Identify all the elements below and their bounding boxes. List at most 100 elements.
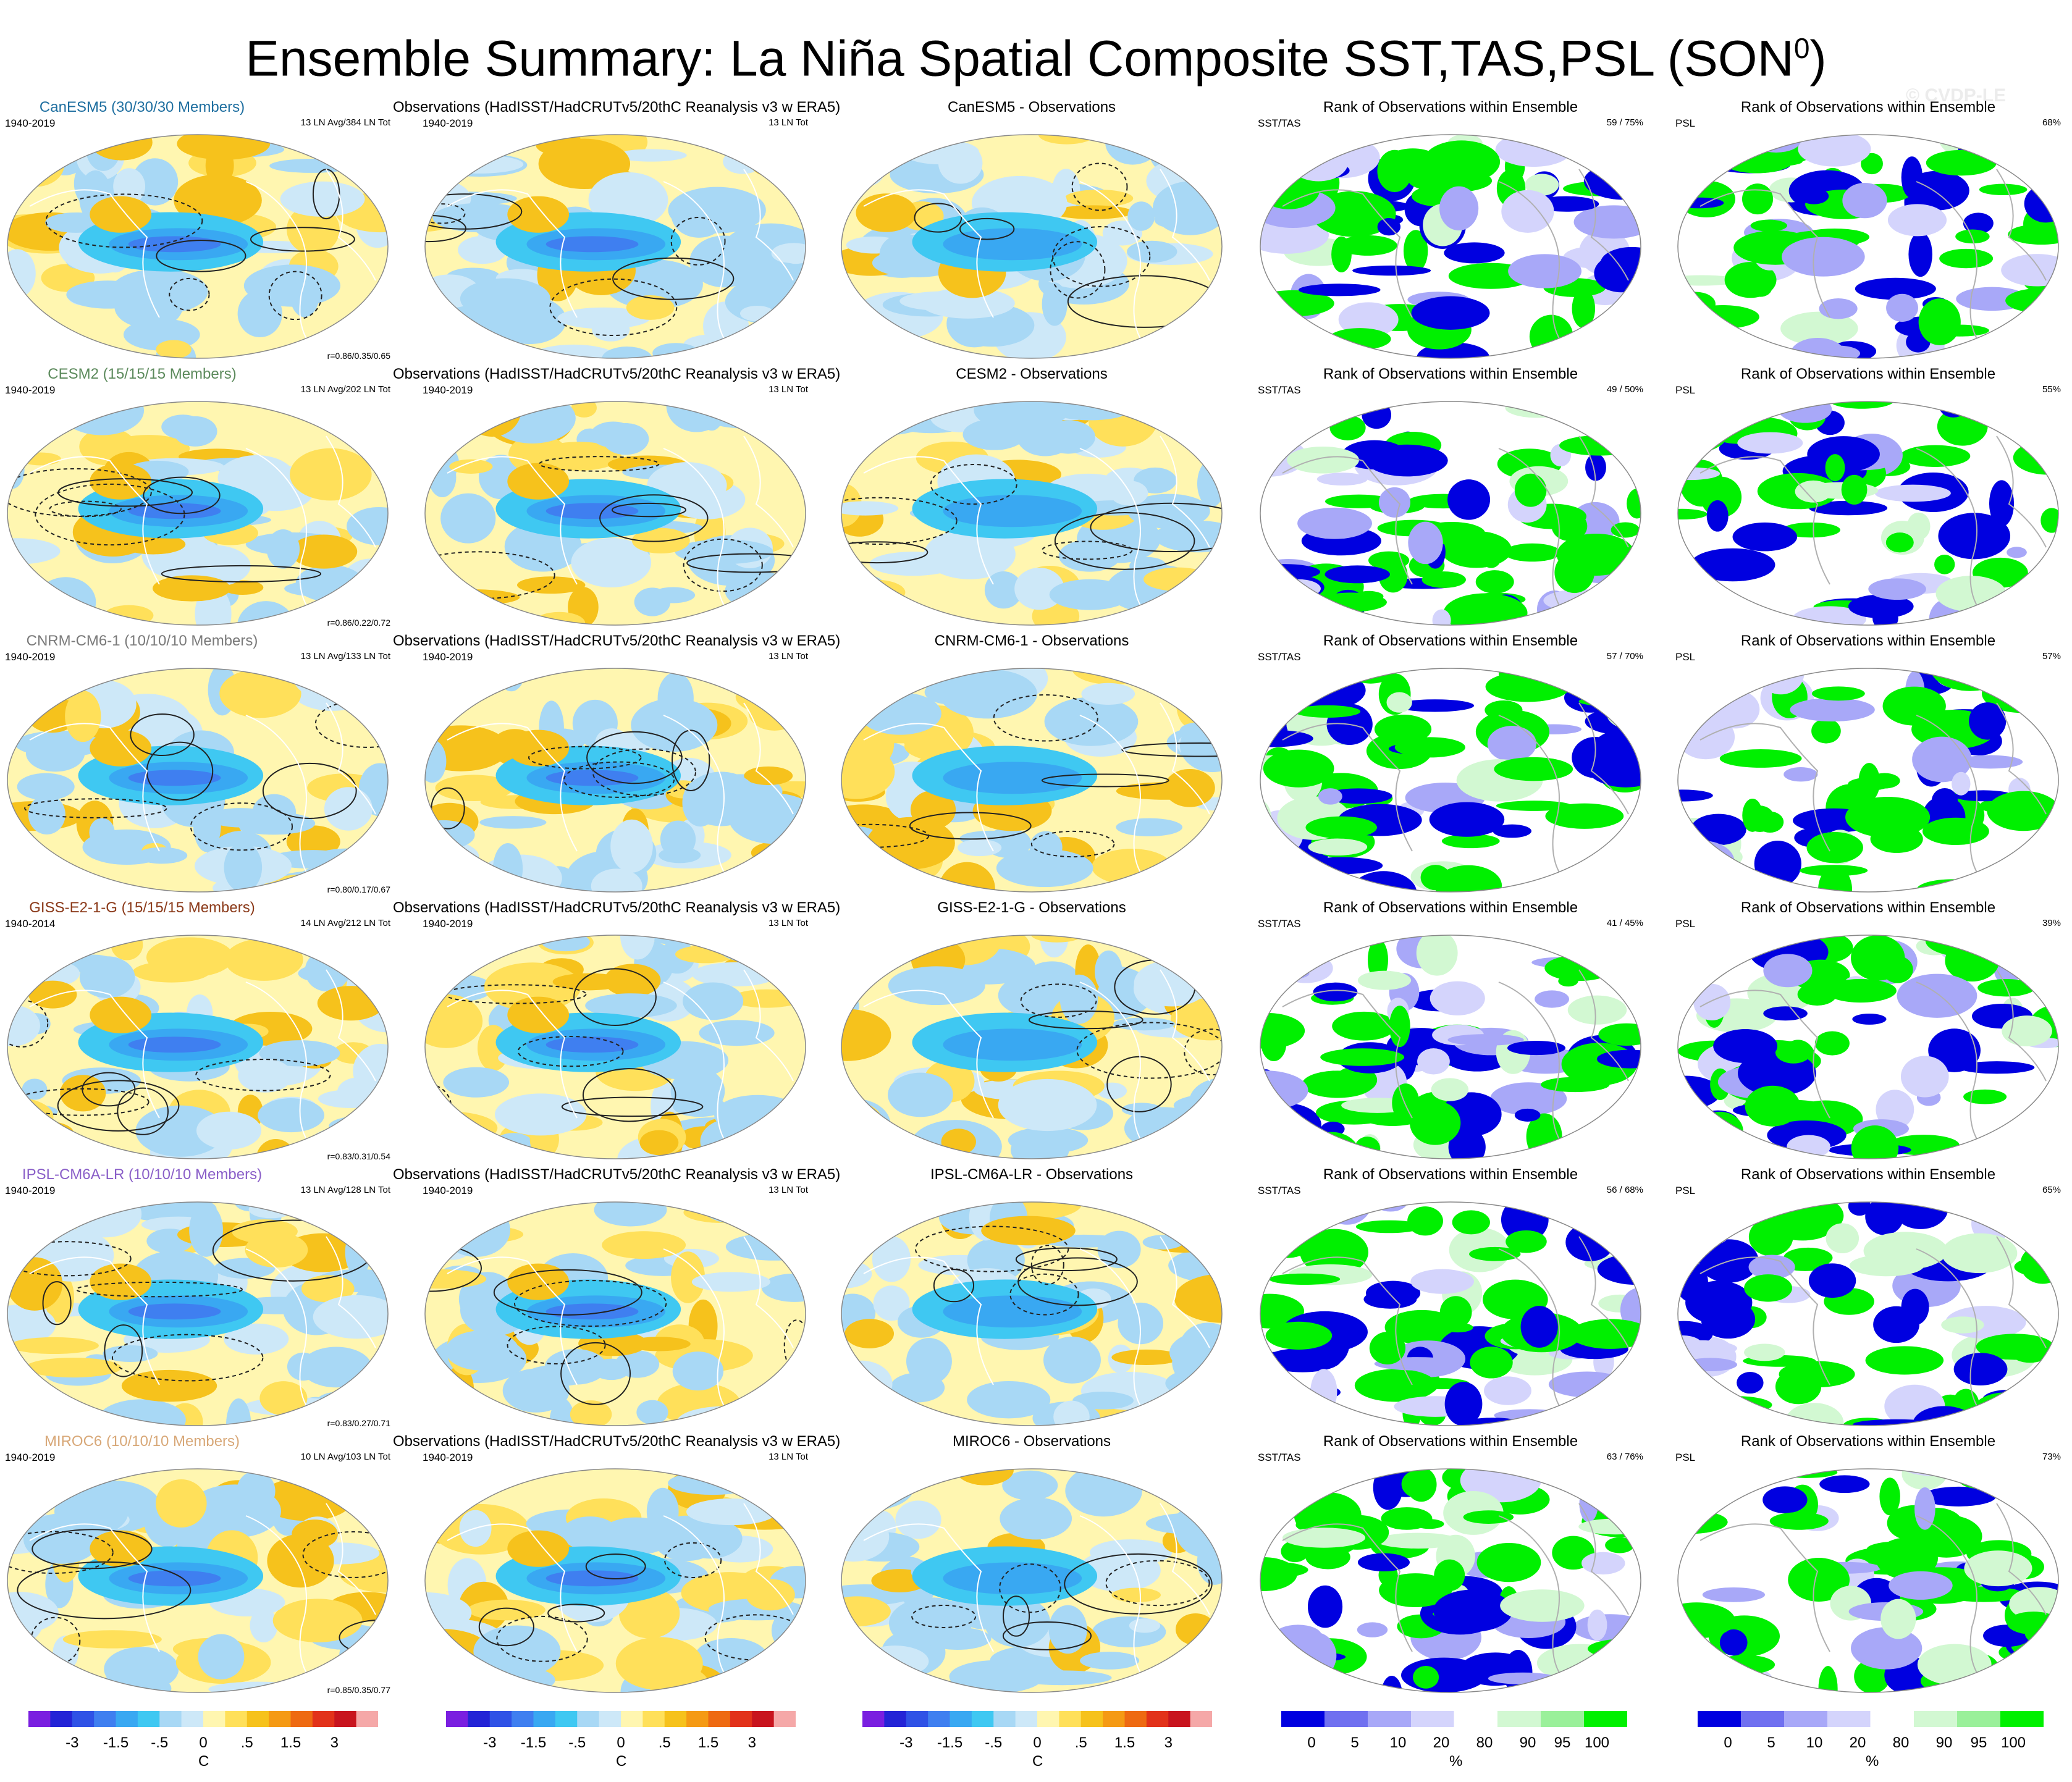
panel-info-label: 13 LN Tot	[769, 1185, 808, 1195]
panel-period-label: PSL	[1675, 918, 1696, 930]
panel-info-label: 57%	[2042, 651, 2061, 662]
pattern-correlation: r=0.83/0.31/0.54	[327, 1151, 390, 1161]
colorbar-swatch	[246, 1711, 269, 1727]
colorbar-unit: C	[616, 1753, 627, 1770]
colorbar-unit: %	[1866, 1753, 1879, 1770]
panel-row5-col5: Rank of Observations within Ensemble PSL 6…	[1670, 1166, 2066, 1432]
colorbar-tick-label: 0	[199, 1734, 208, 1751]
panel-title: Rank of Observations within Ensemble	[1740, 1433, 1996, 1450]
colorbar-swatch	[181, 1711, 204, 1727]
colorbar-swatch	[1368, 1711, 1412, 1727]
colorbar-swatch	[950, 1711, 972, 1727]
colorbar-tick-label: -.5	[985, 1734, 1003, 1751]
panel-info-label: 13 LN Avg/128 LN Tot	[300, 1185, 390, 1195]
panel-info-label: 39%	[2042, 918, 2061, 928]
colorbar-swatches	[1281, 1710, 1628, 1728]
panel-row6-col4: Rank of Observations within Ensemble SST/…	[1253, 1433, 1648, 1699]
colorbar-swatch	[1059, 1711, 1082, 1727]
map-rank	[1677, 935, 2059, 1159]
colorbar-unit: %	[1449, 1753, 1463, 1770]
panel-info-label: 13 LN Avg/202 LN Tot	[300, 384, 390, 395]
colorbar-swatch	[730, 1711, 752, 1727]
colorbar-tick-label: 95	[1970, 1734, 1987, 1751]
colorbar-tick-label: 3	[1164, 1734, 1173, 1751]
panel-row1-col2: Observations (HadISST/HadCRUTv5/20thC Re…	[393, 99, 840, 364]
colorbar-swatch	[1103, 1711, 1125, 1727]
panel-period-label: 1940-2019	[5, 117, 56, 129]
panel-info-label: 68%	[2042, 117, 2061, 128]
map-obs	[424, 134, 806, 359]
colorbar-tick-label: 20	[1433, 1734, 1450, 1751]
colorbar-swatch	[489, 1711, 512, 1727]
map-model	[7, 1201, 389, 1426]
colorbar-swatch	[773, 1711, 796, 1727]
colorbar-swatch	[1454, 1710, 1498, 1728]
figure-title: Ensemble Summary: La Niña Spatial Compos…	[0, 17, 2072, 90]
colorbar-swatch	[533, 1711, 556, 1727]
colorbar-swatch	[334, 1711, 357, 1727]
colorbar-tick-label: -3	[899, 1734, 913, 1751]
colorbar-swatch	[94, 1711, 116, 1727]
panel-row2-col5: Rank of Observations within Ensemble PSL 5…	[1670, 366, 2066, 631]
panel-period-label: 1940-2019	[423, 651, 473, 663]
panel-period-label: 1940-2019	[423, 918, 473, 930]
map-rank	[1677, 1468, 2059, 1693]
colorbar-swatch	[1146, 1711, 1169, 1727]
colorbar-swatch	[1827, 1711, 1871, 1727]
watermark: © CVDP-LE	[1906, 85, 2007, 106]
panel-row2-col2: Observations (HadISST/HadCRUTv5/20thC Re…	[393, 366, 840, 631]
panel-period-label: 1940-2019	[423, 117, 473, 129]
colorbar-tick-label: -3	[483, 1734, 497, 1751]
map-rank	[1260, 401, 1641, 626]
colorbar-swatch	[993, 1711, 1016, 1727]
map-rank	[1677, 1201, 2059, 1426]
panel-row3-col4: Rank of Observations within Ensemble SST/…	[1253, 633, 1648, 898]
panel-row2-col1: CESM2 (15/15/15 Members) 1940-2019 13 LN A…	[0, 366, 395, 631]
panel-row2-col4: Rank of Observations within Ensemble SST/…	[1253, 366, 1648, 631]
map-diff	[841, 668, 1223, 893]
panel-info-label: 13 LN Avg/384 LN Tot	[300, 117, 390, 128]
panel-title: Rank of Observations within Ensemble	[1323, 1166, 1578, 1183]
map-rank	[1677, 134, 2059, 359]
colorbar-tick-label: 1.5	[280, 1734, 301, 1751]
panel-row3-col1: CNRM-CM6-1 (10/10/10 Members) 1940-2019 13…	[0, 633, 395, 898]
panel-title: GISS-E2-1-G - Observations	[937, 899, 1126, 916]
colorbar-swatch	[664, 1711, 687, 1727]
colorbar-swatch	[642, 1711, 665, 1727]
panel-row4-col4: Rank of Observations within Ensemble SST/…	[1253, 899, 1648, 1165]
panel-row4-col1: GISS-E2-1-G (15/15/15 Members) 1940-2014 1…	[0, 899, 395, 1165]
pattern-correlation: r=0.86/0.35/0.65	[327, 351, 390, 361]
panel-row5-col1: IPSL-CM6A-LR (10/10/10 Members) 1940-2019…	[0, 1166, 395, 1432]
colorbar-swatch	[159, 1711, 182, 1727]
panel-row5-col4: Rank of Observations within Ensemble SST/…	[1253, 1166, 1648, 1432]
colorbar-swatch	[686, 1711, 709, 1727]
panel-row6-col5: Rank of Observations within Ensemble PSL 7…	[1670, 1433, 2066, 1699]
panel-period-label: 1940-2014	[5, 918, 56, 930]
colorbar-tick-label: .5	[1074, 1734, 1087, 1751]
colorbar-swatch	[1698, 1711, 1741, 1727]
colorbar-swatch	[752, 1711, 775, 1727]
panel-info-label: 55%	[2042, 384, 2061, 395]
panel-info-label: 73%	[2042, 1452, 2061, 1462]
panel-row1-col1: CanESM5 (30/30/30 Members) 1940-2019 13 LN…	[0, 99, 395, 364]
panel-title: Observations (HadISST/HadCRUTv5/20thC Re…	[393, 99, 841, 116]
panel-period-label: 1940-2019	[5, 1452, 56, 1463]
panel-title: Rank of Observations within Ensemble	[1740, 1166, 1996, 1183]
map-obs	[424, 935, 806, 1159]
temperature-colorbar: -3 -1.5 -.5 0 .5 1.5 3 C	[862, 1711, 1221, 1773]
map-diff	[841, 1201, 1223, 1426]
colorbar-swatch	[1784, 1711, 1828, 1727]
colorbar-tick-label: 0	[617, 1734, 625, 1751]
colorbar-swatch	[512, 1711, 534, 1727]
map-rank	[1260, 1201, 1641, 1426]
colorbar-tick-label: 100	[2000, 1734, 2026, 1751]
colorbar-tick-label: 80	[1476, 1734, 1493, 1751]
panel-title: Rank of Observations within Ensemble	[1323, 366, 1578, 382]
colorbar-tick-label: 80	[1892, 1734, 1910, 1751]
panel-info-label: 14 LN Avg/212 LN Tot	[300, 918, 390, 928]
colorbar-swatch	[72, 1711, 95, 1727]
panel-period-label: 1940-2019	[5, 651, 56, 663]
colorbar-tick-label: 100	[1584, 1734, 1610, 1751]
panel-period-label: PSL	[1675, 1452, 1696, 1463]
colorbar-swatch	[1914, 1711, 1958, 1727]
